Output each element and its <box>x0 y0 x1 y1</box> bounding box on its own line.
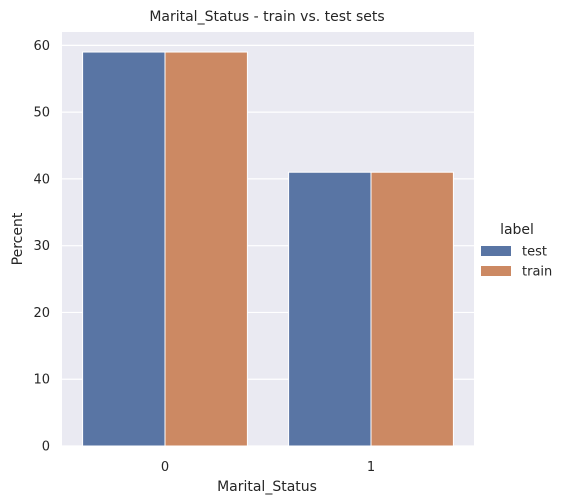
legend: label test train <box>481 222 552 280</box>
y-tick-label: 60 <box>33 39 50 54</box>
legend-label-train: train <box>522 265 552 280</box>
legend-swatch-train <box>481 266 511 276</box>
legend-title: label <box>500 222 534 238</box>
y-axis-label: Percent <box>10 212 26 265</box>
y-axis-ticks: 0 10 20 30 40 50 60 <box>33 39 50 455</box>
bar-test-1 <box>288 171 372 447</box>
y-tick-label: 0 <box>42 440 50 455</box>
legend-label-test: test <box>522 245 547 260</box>
legend-swatch-test <box>481 246 511 256</box>
y-tick-label: 20 <box>33 306 50 321</box>
y-tick-label: 10 <box>33 373 50 388</box>
bar-train-1 <box>370 171 454 447</box>
chart-title: Marital_Status - train vs. test sets <box>149 9 384 25</box>
x-tick-label: 0 <box>161 460 169 475</box>
bar-test-0 <box>82 51 166 447</box>
x-tick-label: 1 <box>367 460 375 475</box>
y-tick-label: 30 <box>33 239 50 254</box>
y-tick-label: 40 <box>33 172 50 187</box>
y-tick-label: 50 <box>33 106 50 121</box>
bars <box>82 51 454 447</box>
bar-train-0 <box>164 51 248 447</box>
x-axis-label: Marital_Status <box>217 479 317 495</box>
